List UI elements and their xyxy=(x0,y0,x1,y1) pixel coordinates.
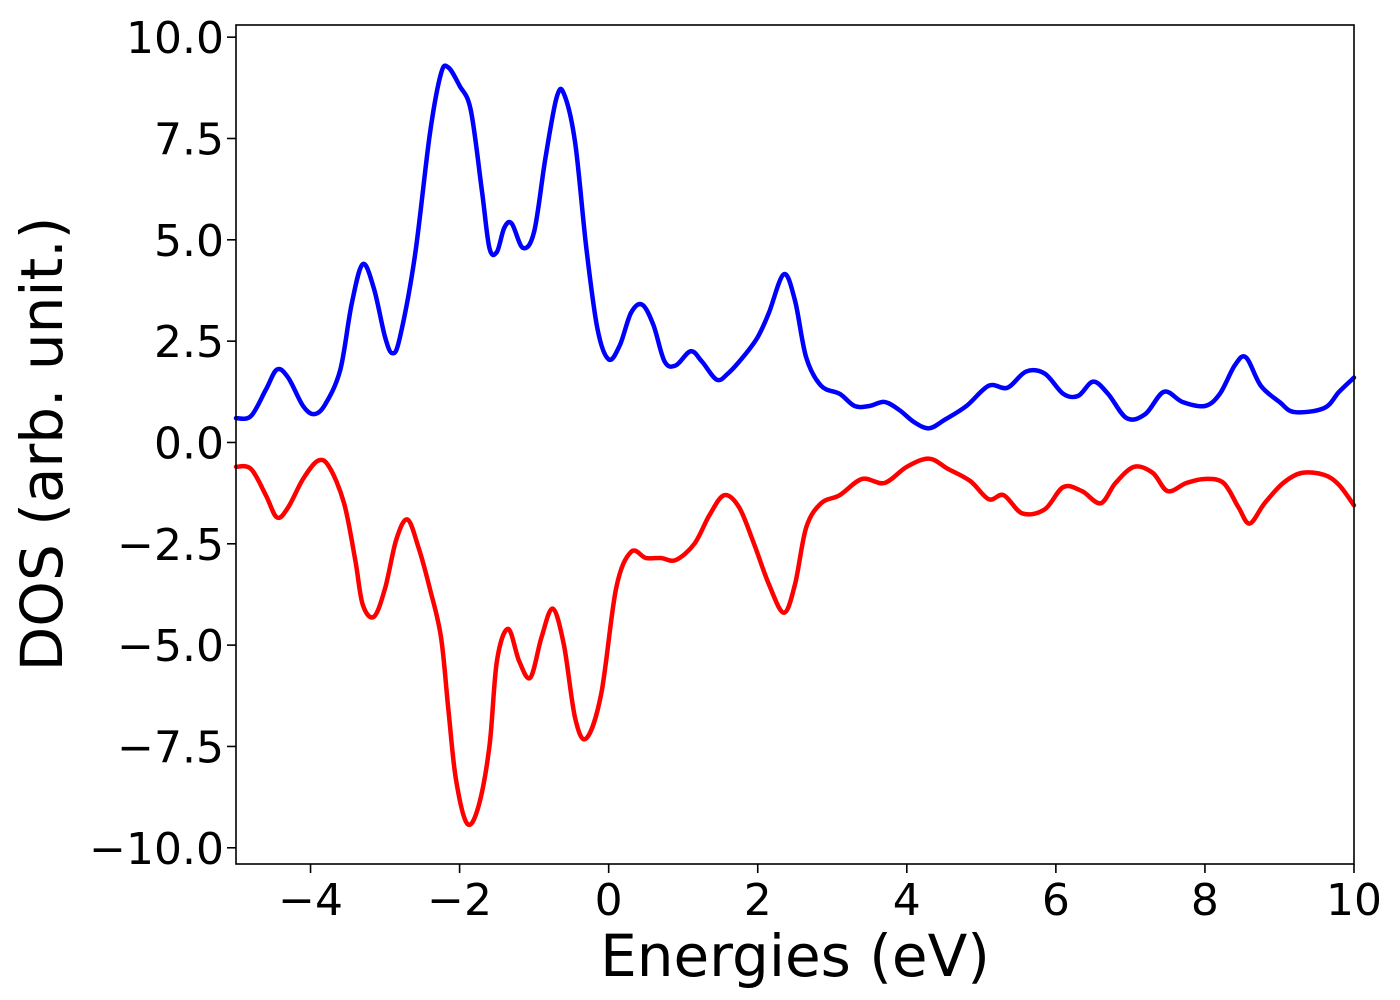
x-tick-label: 6 xyxy=(1042,875,1070,926)
series-line-blue xyxy=(233,63,1357,431)
x-tick-label: 2 xyxy=(744,875,772,926)
x-tick-label: −4 xyxy=(278,875,343,926)
y-tick-label: 7.5 xyxy=(154,114,224,165)
plot-frame xyxy=(235,24,1355,865)
x-axis-label: Energies (eV) xyxy=(600,922,990,990)
x-tick-label: 4 xyxy=(893,875,921,926)
y-tick-label: 0.0 xyxy=(154,418,224,469)
y-tick-label: −10.0 xyxy=(89,824,224,875)
x-tick-label: −2 xyxy=(427,875,492,926)
y-tick-label: −2.5 xyxy=(117,520,224,571)
y-tick-label: −7.5 xyxy=(117,722,224,773)
x-tick-label: 10 xyxy=(1326,875,1382,926)
x-ticks: −4 −2 0 2 4 6 8 10 xyxy=(278,864,1382,926)
series-layer xyxy=(233,63,1357,827)
series-line-red xyxy=(233,456,1357,827)
x-tick-label: 8 xyxy=(1191,875,1219,926)
y-axis-label: DOS (arb. unit.) xyxy=(8,217,76,672)
y-tick-label: 5.0 xyxy=(154,216,224,267)
y-tick-label: −5.0 xyxy=(117,621,224,672)
y-ticks: 10.0 7.5 5.0 2.5 0.0 −2.5 −5.0 −7.5 −10.0 xyxy=(89,13,236,875)
y-tick-label: 2.5 xyxy=(154,317,224,368)
x-tick-label: 0 xyxy=(595,875,623,926)
y-tick-label: 10.0 xyxy=(126,13,224,64)
